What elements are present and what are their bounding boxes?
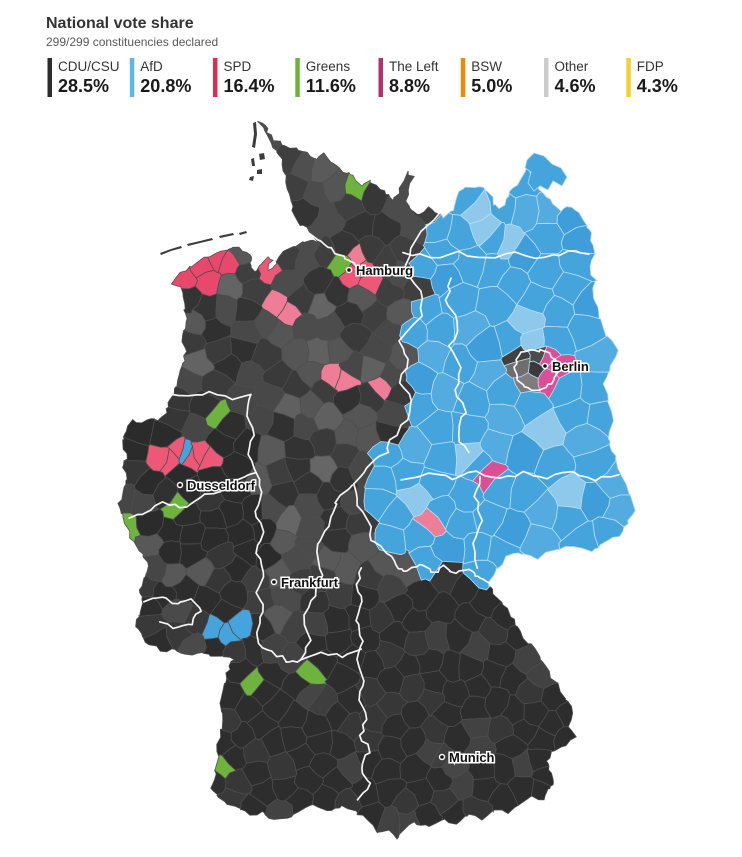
svg-text:8.8%: 8.8%: [389, 76, 430, 96]
svg-text:4.3%: 4.3%: [637, 76, 678, 96]
svg-text:FDP: FDP: [637, 59, 664, 74]
svg-text:28.5%: 28.5%: [58, 76, 109, 96]
svg-text:11.6%: 11.6%: [306, 76, 356, 96]
svg-text:Munich: Munich: [449, 750, 495, 765]
svg-text:National vote share: National vote share: [46, 15, 194, 32]
svg-text:Hamburg: Hamburg: [356, 263, 413, 278]
svg-text:BSW: BSW: [471, 59, 502, 74]
svg-text:Berlin: Berlin: [552, 359, 589, 374]
svg-text:Other: Other: [555, 59, 589, 74]
svg-text:CDU/CSU: CDU/CSU: [58, 59, 120, 74]
svg-text:Greens: Greens: [306, 59, 351, 74]
svg-text:20.8%: 20.8%: [140, 76, 191, 96]
svg-text:SPD: SPD: [224, 59, 252, 74]
svg-text:5.0%: 5.0%: [471, 76, 512, 96]
svg-text:16.4%: 16.4%: [224, 76, 275, 96]
svg-text:299/299 constituencies declare: 299/299 constituencies declared: [46, 35, 218, 49]
svg-text:AfD: AfD: [140, 59, 163, 74]
svg-text:Dusseldorf: Dusseldorf: [187, 478, 256, 493]
svg-text:4.6%: 4.6%: [555, 76, 596, 96]
svg-text:Frankfurt: Frankfurt: [281, 575, 339, 590]
svg-text:The Left: The Left: [389, 59, 439, 74]
